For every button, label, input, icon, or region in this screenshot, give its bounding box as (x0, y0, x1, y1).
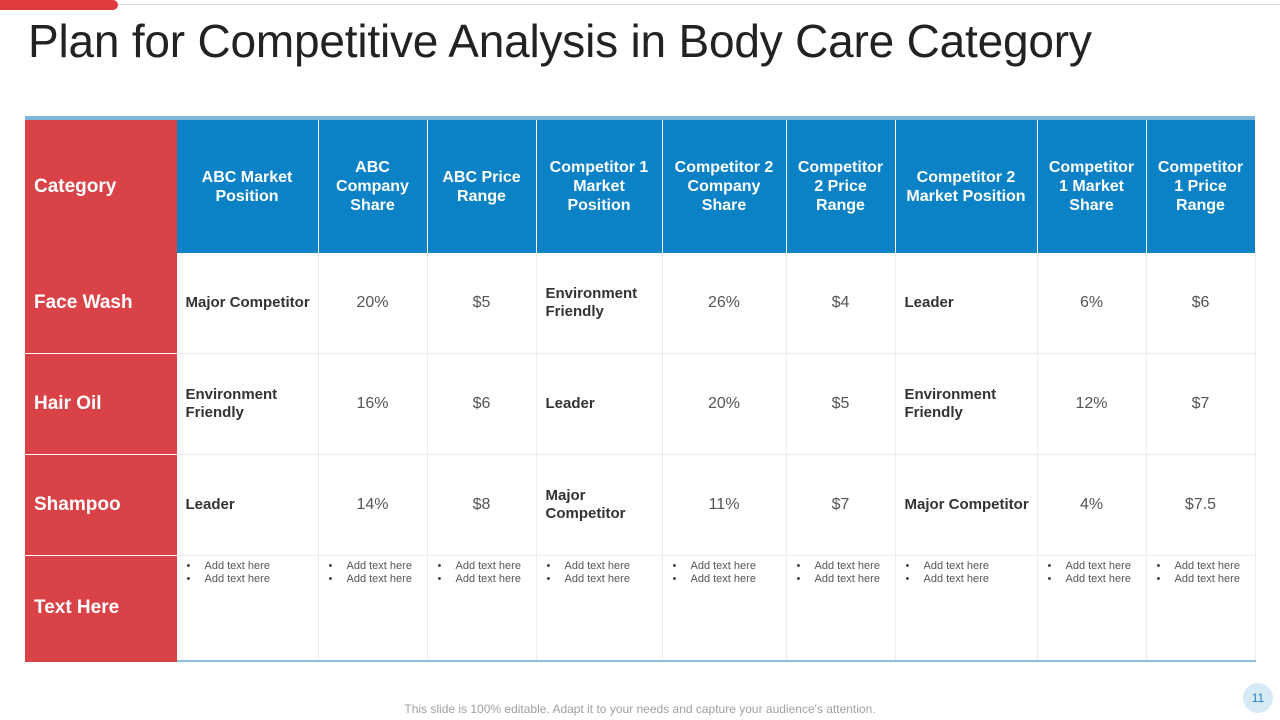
table-cell: $5 (427, 253, 537, 354)
top-accent-bar (0, 0, 118, 10)
bullet-list: Add text hereAdd text here (537, 560, 662, 586)
bullet-cell: Add text hereAdd text here (1037, 555, 1147, 662)
bullet-item: Add text here (547, 573, 662, 586)
table-cell: Environment Friendly (895, 353, 1038, 455)
table-cell: Major Competitor (895, 454, 1038, 556)
bullet-list: Add text hereAdd text here (428, 560, 536, 586)
header-row: Category ABC Market Position ABC Company S… (25, 120, 1256, 253)
table-cell: 16% (318, 353, 428, 455)
table-cell: 12% (1037, 353, 1147, 455)
table-cell: Leader (895, 253, 1038, 354)
bullet-item: Add text here (1157, 573, 1255, 586)
bullet-item: Add text here (187, 560, 318, 573)
page-number-badge: 11 (1243, 683, 1273, 713)
table-cell: 20% (318, 253, 428, 354)
footer-note: This slide is 100% editable. Adapt it to… (404, 702, 876, 716)
column-header: Competitor 2 Company Share (662, 120, 787, 253)
table-cell: Leader (176, 454, 319, 556)
bullet-list: Add text hereAdd text here (787, 560, 895, 586)
table-row: Face Wash Major Competitor 20% $5 Environmen… (25, 253, 1256, 354)
bullet-cell: Add text hereAdd text here (427, 555, 537, 662)
column-header: Competitor 1 Market Share (1037, 120, 1147, 253)
bullet-item: Add text here (329, 573, 427, 586)
category-cell: Hair Oil (25, 353, 177, 455)
table-top-strip (25, 116, 1255, 120)
bullet-item: Add text here (547, 560, 662, 573)
table-cell: Leader (536, 353, 663, 455)
bullet-item: Add text here (906, 573, 1037, 586)
top-rule (118, 4, 1280, 5)
analysis-table-wrap: Category ABC Market Position ABC Company S… (25, 116, 1256, 662)
bullet-cell: Add text hereAdd text here (536, 555, 663, 662)
table-cell: 26% (662, 253, 787, 354)
table-cell: Environment Friendly (176, 353, 319, 455)
table-cell: 6% (1037, 253, 1147, 354)
bullet-item: Add text here (438, 560, 536, 573)
bullet-cell: Add text hereAdd text here (662, 555, 787, 662)
bullet-item: Add text here (1157, 560, 1255, 573)
category-cell: Shampoo (25, 454, 177, 556)
category-cell: Text Here (25, 555, 177, 662)
bullet-item: Add text here (906, 560, 1037, 573)
table-body: Face Wash Major Competitor 20% $5 Environmen… (25, 253, 1256, 662)
column-header: ABC Market Position (176, 120, 319, 253)
bullet-item: Add text here (187, 573, 318, 586)
bullet-list: Add text hereAdd text here (1147, 560, 1255, 586)
column-header: ABC Company Share (318, 120, 428, 253)
column-header: Competitor 2 Market Position (895, 120, 1038, 253)
column-header: Competitor 1 Price Range (1146, 120, 1256, 253)
bullet-cell: Add text hereAdd text here (318, 555, 428, 662)
bullet-list: Add text hereAdd text here (1038, 560, 1146, 586)
table-cell: $7.5 (1146, 454, 1256, 556)
bullet-cell: Add text hereAdd text here (895, 555, 1038, 662)
table-cell: $6 (427, 353, 537, 455)
bullet-item: Add text here (797, 573, 895, 586)
table-row: Shampoo Leader 14% $8 Major Competitor 11% $7 M… (25, 454, 1256, 556)
table-cell: Major Competitor (176, 253, 319, 354)
bullet-item: Add text here (1048, 573, 1146, 586)
category-cell: Face Wash (25, 253, 177, 354)
bullet-cell: Add text hereAdd text here (786, 555, 896, 662)
column-header: ABC Price Range (427, 120, 537, 253)
table-row: Hair Oil Environment Friendly 16% $6 Leader 2… (25, 353, 1256, 455)
table-cell: Major Competitor (536, 454, 663, 556)
column-header: Competitor 2 Price Range (786, 120, 896, 253)
bullet-item: Add text here (1048, 560, 1146, 573)
table-cell: $7 (786, 454, 896, 556)
column-header: Competitor 1 Market Position (536, 120, 663, 253)
bullet-list: Add text hereAdd text here (177, 560, 318, 586)
table-cell: 11% (662, 454, 787, 556)
table-cell: $5 (786, 353, 896, 455)
table-cell: Environment Friendly (536, 253, 663, 354)
bullet-list: Add text hereAdd text here (319, 560, 427, 586)
table-cell: 4% (1037, 454, 1147, 556)
bullet-list: Add text hereAdd text here (663, 560, 786, 586)
table-cell: 14% (318, 454, 428, 556)
slide-title: Plan for Competitive Analysis in Body Ca… (28, 15, 1092, 67)
table-cell: $7 (1146, 353, 1256, 455)
table-cell: 20% (662, 353, 787, 455)
bullet-list: Add text hereAdd text here (896, 560, 1037, 586)
bullet-item: Add text here (329, 560, 427, 573)
analysis-table: Category ABC Market Position ABC Company S… (25, 120, 1256, 662)
bullet-item: Add text here (438, 573, 536, 586)
bullet-cell: Add text hereAdd text here (176, 555, 319, 662)
bullet-cell: Add text hereAdd text here (1146, 555, 1256, 662)
category-header: Category (25, 120, 177, 253)
bullet-item: Add text here (673, 560, 786, 573)
bullet-item: Add text here (673, 573, 786, 586)
table-cell: $6 (1146, 253, 1256, 354)
table-cell: $4 (786, 253, 896, 354)
table-cell: $8 (427, 454, 537, 556)
bullet-item: Add text here (797, 560, 895, 573)
table-row-text-here: Text HereAdd text hereAdd text hereAdd t… (25, 555, 1256, 662)
